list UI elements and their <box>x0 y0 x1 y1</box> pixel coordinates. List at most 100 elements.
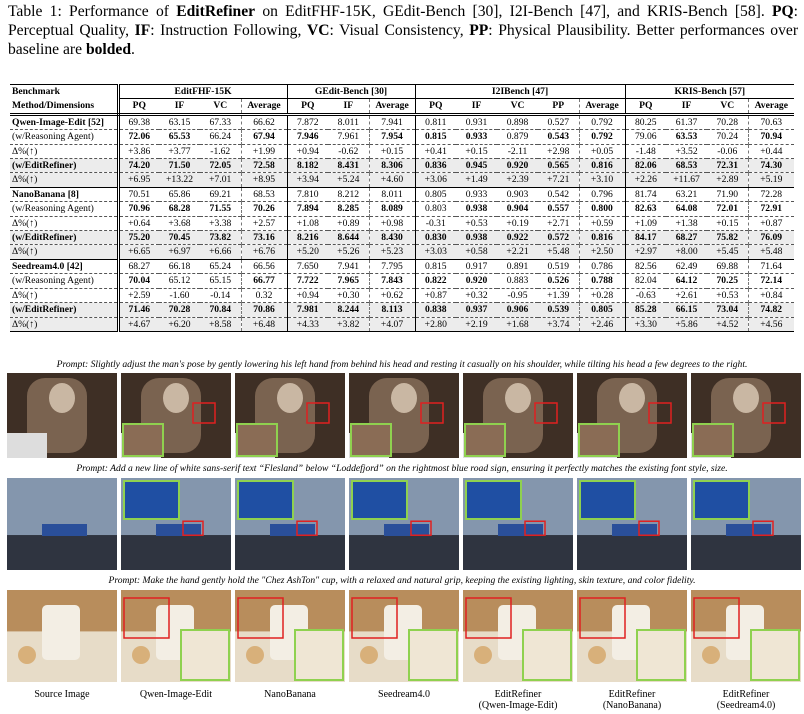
table-cell: 66.15 <box>666 302 708 317</box>
zoom-box <box>182 520 204 536</box>
image-region <box>733 383 759 413</box>
table-cell: 0.557 <box>538 201 580 217</box>
method-label: EditRefiner <box>723 689 770 700</box>
zoom-box <box>648 402 672 424</box>
table-cell: 0.838 <box>414 302 457 317</box>
row-label: Δ%(↑) <box>10 287 120 303</box>
zoom-box <box>579 597 626 639</box>
table-cell: 8.244 <box>328 302 370 317</box>
table-cell: +0.53 <box>456 215 498 231</box>
table-cell: +2.26 <box>624 172 667 188</box>
table-cell: +8.95 <box>240 172 288 188</box>
table-cell: +6.48 <box>240 316 288 332</box>
table-cell: +0.64 <box>117 215 159 231</box>
table-cell: 72.58 <box>240 158 288 173</box>
table-cell: +4.33 <box>286 316 329 332</box>
column-header: IF <box>666 98 708 116</box>
table-cell: -1.60 <box>159 287 200 303</box>
caption-text: VC <box>306 22 330 39</box>
column-header: PQ <box>117 98 159 116</box>
table-cell: 0.816 <box>578 230 626 245</box>
table-cell: 0.519 <box>538 258 580 274</box>
table-cell: 8.430 <box>368 230 416 245</box>
table-cell: +3.74 <box>538 316 580 332</box>
column-header: VC <box>497 98 539 116</box>
table-cell: +0.84 <box>747 287 795 303</box>
image-region <box>498 524 543 536</box>
column-header: PQ <box>286 98 329 116</box>
zoom-box <box>123 597 170 639</box>
table-cell: 67.33 <box>200 113 241 130</box>
table-cell: +0.05 <box>578 143 626 159</box>
table-cell: -0.31 <box>414 215 457 231</box>
zoom-inset <box>578 423 620 457</box>
table-cell: 0.542 <box>538 186 580 202</box>
row-header: Benchmark <box>10 83 120 99</box>
table-cell: 7.941 <box>328 258 370 274</box>
zoom-inset <box>236 423 278 457</box>
zoom-inset <box>636 629 686 681</box>
zoom-box <box>351 597 398 639</box>
table-cell: 72.01 <box>707 201 749 217</box>
table-cell: 7.961 <box>328 129 370 145</box>
zoom-box <box>534 402 558 424</box>
column-header: VC <box>200 98 241 116</box>
table-cell: 0.903 <box>497 186 539 202</box>
row-header: Method/Dimensions <box>10 98 120 116</box>
table-cell: 0.800 <box>578 201 626 217</box>
table-cell: +0.53 <box>707 287 749 303</box>
table-cell: 0.920 <box>497 158 539 173</box>
table-row: Δ%(↑) +6.95 +13.22 +7.01 +8.95 +3.94 +5.24 +4.6… <box>10 172 795 188</box>
caption-text: : Perceptual Quality, <box>8 3 798 39</box>
table-cell: 72.91 <box>747 201 795 217</box>
table-cell: 82.63 <box>624 201 667 217</box>
results-table: Benchmark EditFHF-15K GEdit-Bench [30] I2IB… <box>10 83 795 332</box>
zoom-box <box>306 402 330 424</box>
table-cell: +2.57 <box>240 215 288 231</box>
table-cell: 0.572 <box>538 230 580 245</box>
table-cell: 7.843 <box>368 273 416 289</box>
table-cell: +0.59 <box>578 215 626 231</box>
image-region <box>132 646 150 664</box>
table-cell: 0.32 <box>240 287 288 303</box>
image-region <box>391 383 417 413</box>
table-cell: +0.94 <box>286 143 329 159</box>
table-cell: 7.965 <box>328 273 370 289</box>
table-cell: 8.285 <box>328 201 370 217</box>
table-cell: +5.23 <box>368 244 416 260</box>
zoom-box <box>638 520 660 536</box>
table-cell: 68.53 <box>666 158 708 173</box>
table-cell: 0.933 <box>456 186 498 202</box>
table-cell: 8.644 <box>328 230 370 245</box>
table-cell: 80.25 <box>624 113 667 130</box>
caption-text: : Visual Consistency, <box>329 22 470 39</box>
column-header: PQ <box>414 98 457 116</box>
table-cell: 0.526 <box>538 273 580 289</box>
image-region <box>691 535 801 570</box>
prompt: Prompt: Add a new line of white sans-ser… <box>75 463 727 474</box>
benchmark-header: GEdit-Bench [30] <box>286 83 416 100</box>
table-cell: 0.803 <box>414 201 457 217</box>
column-header: Average <box>240 98 288 116</box>
table-cell: +3.52 <box>666 143 708 159</box>
column-header: VC <box>707 98 749 116</box>
table-cell: -0.63 <box>624 287 667 303</box>
table-cell: 7.946 <box>286 129 329 145</box>
table-row: (w/EditRefiner) 74.20 71.50 72.05 72.58 8.182… <box>10 158 795 173</box>
table-cell: 0.906 <box>497 302 539 317</box>
table-cell: 8.089 <box>368 201 416 217</box>
table-cell: 74.20 <box>117 158 159 173</box>
column-header: PQ <box>624 98 667 116</box>
table-cell: +1.49 <box>456 172 498 188</box>
table-cell: 72.05 <box>200 158 241 173</box>
table-cell: 8.182 <box>286 158 329 173</box>
image-region <box>49 383 75 413</box>
zoom-inset <box>693 480 750 520</box>
table-cell: 64.08 <box>666 201 708 217</box>
table-cell: 66.77 <box>240 273 288 289</box>
table-cell: +3.03 <box>414 244 457 260</box>
prompt: Prompt: Slightly adjust the man's pose b… <box>56 359 748 370</box>
table-cell: +3.86 <box>117 143 159 159</box>
table-cell: 67.94 <box>240 129 288 145</box>
table-cell: 70.45 <box>159 230 200 245</box>
